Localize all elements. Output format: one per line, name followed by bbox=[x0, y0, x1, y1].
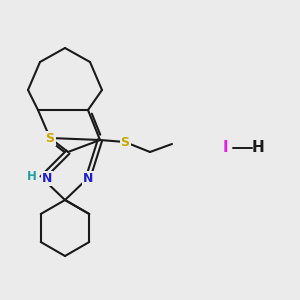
Text: N: N bbox=[83, 172, 93, 184]
Text: I: I bbox=[222, 140, 228, 155]
Text: H: H bbox=[27, 170, 37, 184]
Text: S: S bbox=[46, 131, 55, 145]
Text: S: S bbox=[121, 136, 130, 148]
Text: H: H bbox=[252, 140, 264, 155]
Text: N: N bbox=[42, 172, 52, 184]
